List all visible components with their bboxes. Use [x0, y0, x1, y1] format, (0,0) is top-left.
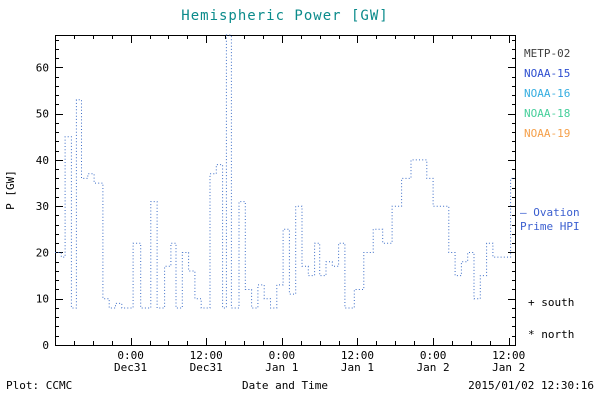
y-tick-labels: 0 10 20 30 40 50 60	[36, 61, 49, 352]
svg-text:Dec31: Dec31	[190, 361, 223, 374]
svg-text:Jan 2: Jan 2	[492, 361, 525, 374]
ovation-prime-label-line2: Prime HPI	[520, 220, 580, 233]
ovation-prime-label-line1: – Ovation	[520, 206, 580, 219]
legend-item-noaa15: NOAA-15	[524, 67, 571, 80]
svg-text:0:00: 0:00	[117, 349, 144, 362]
satellite-legend: METP-02 NOAA-15 NOAA-16 NOAA-18 NOAA-19	[524, 44, 570, 144]
axis-ticks	[56, 36, 515, 346]
y-axis-label: P [GW]	[4, 170, 17, 210]
plot-frame	[55, 35, 516, 346]
svg-text:0: 0	[42, 339, 49, 352]
svg-text:12:00: 12:00	[341, 349, 374, 362]
south-marker-label: + south	[528, 296, 575, 309]
svg-text:40: 40	[36, 154, 49, 167]
svg-text:12:00: 12:00	[190, 349, 223, 362]
legend-item-noaa18: NOAA-18	[524, 107, 571, 120]
svg-text:0:00: 0:00	[269, 349, 296, 362]
svg-text:10: 10	[36, 293, 49, 306]
svg-text:30: 30	[36, 200, 49, 213]
svg-text:60: 60	[36, 61, 49, 74]
svg-text:Dec31: Dec31	[114, 361, 147, 374]
legend-item-noaa16: NOAA-16	[524, 87, 571, 100]
svg-text:Jan 1: Jan 1	[265, 361, 298, 374]
x-axis-title: Date and Time	[241, 379, 329, 392]
svg-text:50: 50	[36, 108, 49, 121]
legend-item-metp02: METP-02	[524, 47, 571, 60]
legend-item-noaa19: NOAA-19	[524, 127, 571, 140]
chart-title: Hemispheric Power [GW]	[181, 8, 389, 24]
svg-text:Jan 2: Jan 2	[417, 361, 450, 374]
svg-text:20: 20	[36, 246, 49, 259]
plot-timestamp: 2015/01/02 12:30:16	[468, 379, 594, 392]
svg-text:12:00: 12:00	[492, 349, 525, 362]
svg-text:Jan 1: Jan 1	[341, 361, 374, 374]
svg-text:0:00: 0:00	[420, 349, 447, 362]
plot-credit: Plot: CCMC	[6, 379, 73, 392]
ovation-prime-label: – Ovation Prime HPI	[520, 206, 580, 234]
north-marker-label: * north	[528, 328, 575, 341]
hpi-step-line	[55, 34, 515, 309]
